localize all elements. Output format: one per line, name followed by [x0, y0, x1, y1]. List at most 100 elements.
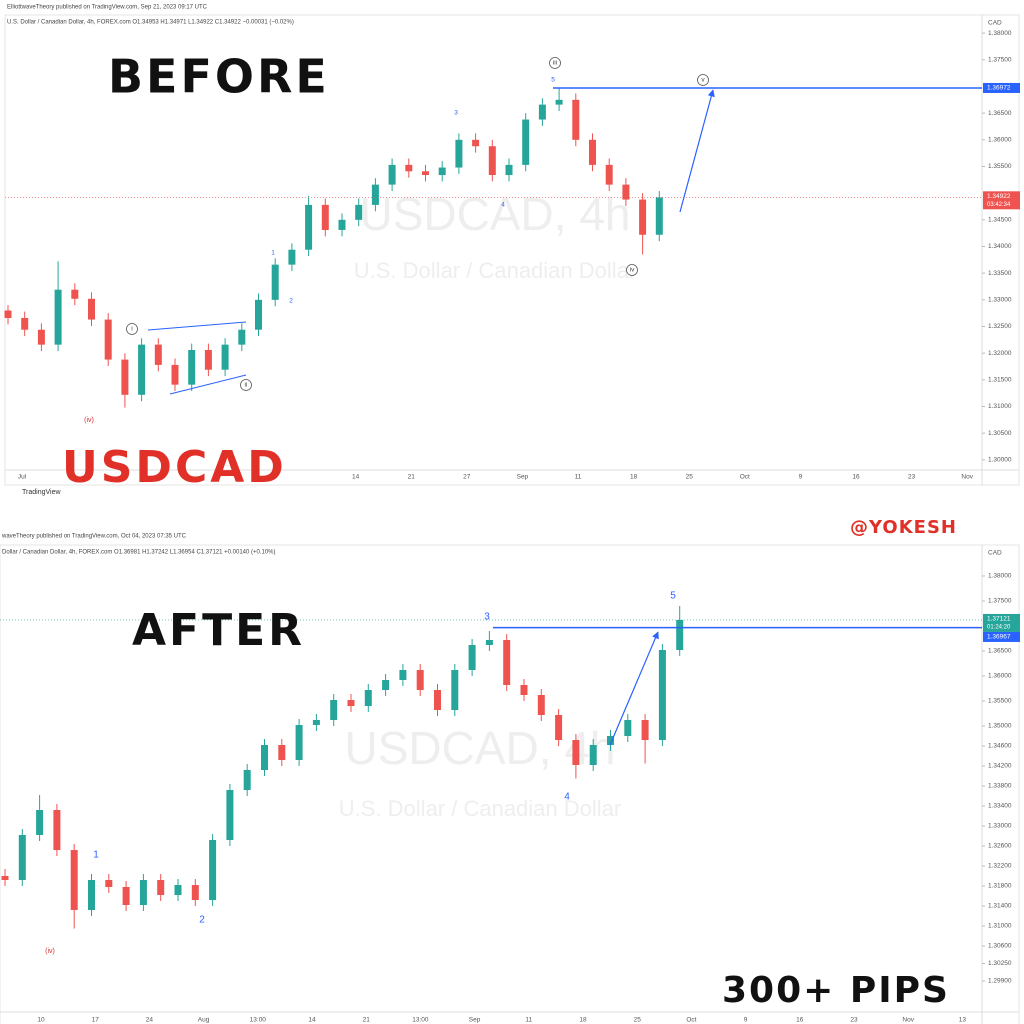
candle-body	[4, 310, 12, 318]
candle-body	[522, 119, 530, 165]
drawn-arrow	[679, 89, 715, 213]
wave-label: iv	[630, 267, 635, 274]
x-tick-label: 14	[308, 1017, 316, 1024]
symbol-info: U.S. Dollar / Canadian Dollar, 4h, FOREX…	[7, 20, 294, 26]
candle-body	[330, 700, 338, 720]
candle-body	[209, 840, 217, 900]
wave-label: ii	[245, 382, 248, 389]
published-line: ElliottwaveTheory published on TradingVi…	[7, 5, 208, 11]
candle-body	[295, 725, 303, 760]
watermark: USDCAD, 4h	[345, 722, 616, 774]
wave-circle	[240, 379, 252, 391]
x-tick-label: 18	[579, 1017, 587, 1024]
candle-body	[238, 329, 246, 345]
candle-body	[88, 880, 95, 910]
y-tick-label: 1.38000	[988, 573, 1012, 580]
candle-body	[371, 184, 379, 205]
y-tick-label: 1.34000	[988, 243, 1012, 250]
wave-label: (iv)	[45, 948, 55, 955]
candle-body	[36, 810, 44, 835]
candle-body	[364, 690, 372, 706]
x-tick-label: 23	[850, 1017, 858, 1024]
candle-body	[382, 680, 390, 690]
x-tick-label: 14	[352, 474, 360, 481]
y-tick-label: 1.35000	[988, 723, 1012, 730]
before-caption: BEFORE	[108, 50, 330, 104]
y-tick-label: 1.31000	[988, 923, 1012, 930]
countdown-label: 03:42:34	[987, 202, 1011, 208]
y-tick-label: 1.30500	[988, 430, 1012, 437]
y-tick-label: 1.35500	[988, 698, 1012, 705]
candle-body	[655, 197, 663, 235]
wave-circle	[626, 264, 638, 276]
currency: CAD	[988, 550, 1002, 557]
x-tick-label: Sep	[469, 1017, 481, 1024]
x-tick-label: 18	[630, 474, 638, 481]
candle-body	[639, 199, 647, 235]
watermark: USDCAD, 4h	[360, 188, 631, 240]
candle-body	[21, 317, 29, 330]
candle-body	[226, 790, 234, 840]
y-tick-label: 1.32600	[988, 843, 1012, 850]
y-tick-label: 1.32500	[988, 323, 1012, 330]
charts: ElliottwaveTheory published on TradingVi…	[0, 5, 1020, 1024]
candle-body	[305, 204, 313, 250]
candle-body	[204, 349, 212, 370]
candle-body	[451, 670, 459, 710]
x-tick-label: 25	[634, 1017, 642, 1024]
wave-label: v	[701, 77, 705, 84]
candle-body	[53, 810, 61, 850]
brand: TradingView	[22, 489, 61, 496]
y-tick-label: 1.38000	[988, 30, 1012, 37]
y-tick-label: 1.31800	[988, 883, 1012, 890]
wave-label: 2	[199, 915, 205, 926]
candle-body	[37, 329, 45, 345]
candle-body	[622, 184, 630, 200]
wave-label: iii	[553, 60, 557, 67]
candle-body	[121, 359, 129, 395]
candle-body	[347, 700, 355, 706]
candle-body	[555, 715, 563, 740]
wave-label: 4	[564, 792, 570, 803]
wave-label: 3	[454, 110, 458, 117]
after-caption: AFTER	[132, 605, 305, 656]
candle-body	[455, 139, 463, 168]
candle-body	[488, 146, 496, 176]
watermark-subtitle: U.S. Dollar / Canadian Dollar	[354, 258, 636, 283]
x-tick-label: 9	[744, 1017, 748, 1024]
drawn-arrow	[609, 631, 659, 746]
wave-circle	[697, 74, 709, 86]
candle-body	[1, 876, 9, 880]
wave-label: 2	[289, 298, 293, 305]
wave-label: 5	[670, 591, 676, 602]
candle-body	[505, 164, 513, 176]
wave-label: 1	[93, 850, 99, 861]
candle-body	[624, 720, 632, 736]
candle-body	[355, 204, 363, 220]
x-tick-label: 13:00	[412, 1017, 429, 1024]
candle-body	[605, 164, 613, 185]
symbol-info: Dollar / Canadian Dollar, 4h, FOREX.com …	[2, 550, 276, 556]
candle-body	[416, 670, 424, 690]
candle-body	[485, 640, 493, 645]
candle-body	[641, 720, 649, 740]
last-price-label: 1.34922	[987, 193, 1011, 200]
candle-body	[438, 167, 446, 176]
candle-body	[321, 204, 329, 230]
candle-body	[388, 164, 396, 185]
candle-body	[589, 139, 596, 165]
wave-circle	[549, 57, 561, 69]
x-tick-label: 10	[37, 1017, 45, 1024]
published-line: waveTheory published on TradingView.com,…	[1, 534, 187, 540]
x-tick-label: Nov	[961, 474, 973, 481]
x-tick-label: Nov	[902, 1017, 914, 1024]
x-tick-label: 13:00	[250, 1017, 267, 1024]
candle-body	[312, 720, 320, 725]
candle-body	[338, 219, 346, 230]
wave-label: 4	[501, 202, 505, 209]
candle-body	[399, 670, 407, 680]
y-tick-label: 1.37500	[988, 57, 1012, 64]
x-tick-label: 16	[852, 474, 860, 481]
candle-body	[174, 885, 182, 895]
